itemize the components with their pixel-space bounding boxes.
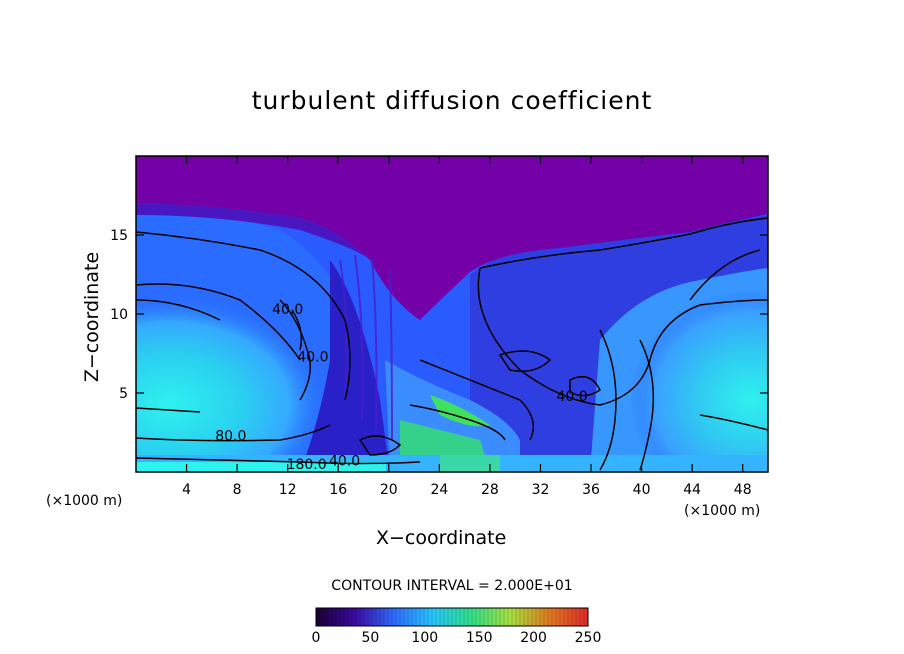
y-tick-label: 5 — [119, 386, 128, 402]
y-tick-label: 15 — [110, 228, 128, 244]
x-tick-label: 16 — [329, 482, 347, 498]
x-unit-label: (×1000 m) — [684, 503, 761, 519]
contour-interval-label: CONTOUR INTERVAL = 2.000E+01 — [331, 578, 573, 594]
x-axis-ticks: 4 8 12 16 20 24 28 32 36 40 44 48 — [182, 156, 752, 498]
x-tick-label: 40 — [633, 482, 651, 498]
colorbar-tick-label: 0 — [312, 630, 321, 646]
y-axis-ticks: 5 10 15 — [110, 228, 768, 402]
x-axis-title: X−coordinate — [376, 527, 507, 549]
contour-label: 40.0 — [297, 349, 328, 365]
colorbar-tick-label: 250 — [575, 630, 602, 646]
contour-label: 80.0 — [215, 428, 246, 444]
x-tick-label: 32 — [532, 482, 550, 498]
x-tick-label: 20 — [380, 482, 398, 498]
y-unit-label: (×1000 m) — [46, 493, 123, 509]
contour-label: 40.0 — [329, 454, 360, 470]
colorbar-gradient — [315, 607, 589, 627]
contour-lines — [136, 217, 768, 471]
heatmap-field — [136, 156, 768, 472]
colorbar-tick-label: 100 — [411, 630, 438, 646]
x-tick-label: 8 — [233, 482, 242, 498]
contour-label: 40.0 — [556, 389, 587, 405]
x-tick-label: 44 — [683, 482, 701, 498]
contour-label: 40.0 — [272, 302, 303, 318]
contour-label: 180.0 — [287, 457, 327, 473]
x-tick-label: 28 — [481, 482, 499, 498]
chart-title: turbulent diffusion coefficient — [251, 86, 653, 115]
colorbar-tick-label: 50 — [361, 630, 379, 646]
y-tick-label: 10 — [110, 307, 128, 323]
x-tick-label: 48 — [734, 482, 752, 498]
x-tick-label: 4 — [182, 482, 191, 498]
x-tick-label: 12 — [279, 482, 297, 498]
x-tick-label: 36 — [582, 482, 600, 498]
x-tick-label: 24 — [430, 482, 448, 498]
colorbar: 0 50 100 150 200 250 — [312, 607, 602, 646]
colorbar-tick-label: 200 — [520, 630, 547, 646]
y-axis-title: Z−coordinate — [81, 251, 103, 383]
colorbar-tick-label: 150 — [466, 630, 493, 646]
